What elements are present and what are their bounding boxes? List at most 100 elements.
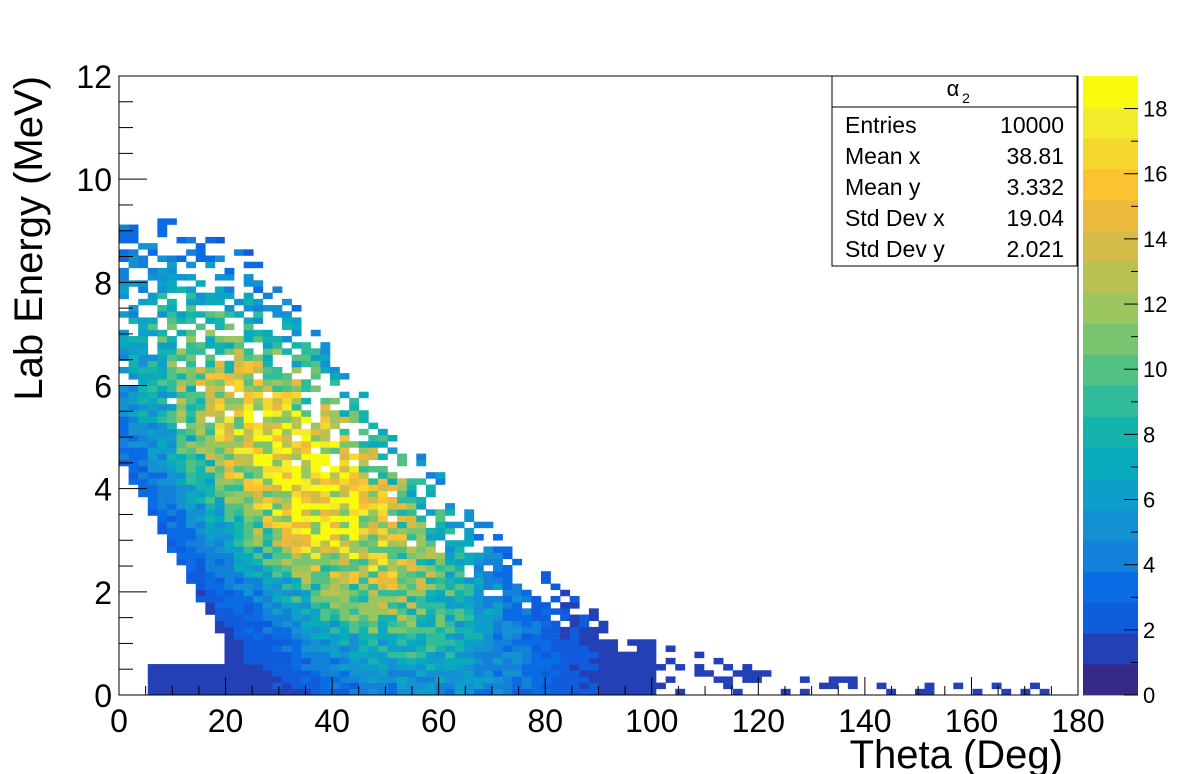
- heatmap-bin: [186, 298, 197, 306]
- heatmap-bin: [147, 465, 158, 473]
- heatmap-bin: [358, 595, 369, 603]
- heatmap-bin: [349, 416, 360, 423]
- heatmap-bin: [282, 651, 292, 659]
- heatmap-bin: [560, 614, 571, 622]
- heatmap-bin: [301, 565, 312, 572]
- heatmap-bin: [310, 385, 321, 392]
- heatmap-bin: [282, 311, 292, 318]
- heatmap-bin: [243, 682, 254, 690]
- heatmap-bin: [186, 286, 197, 293]
- heatmap-bin: [282, 435, 292, 442]
- heatmap-bin: [195, 577, 206, 584]
- heatmap-bin: [157, 230, 168, 238]
- heatmap-bin: [138, 391, 149, 399]
- heatmap-bin: [282, 298, 292, 306]
- heatmap-bin: [454, 651, 465, 659]
- heatmap-bin: [224, 565, 235, 572]
- heatmap-bin: [272, 639, 283, 646]
- heatmap-bin: [253, 602, 264, 609]
- heatmap-bin: [358, 490, 369, 498]
- heatmap-bin: [301, 552, 312, 560]
- heatmap-bin: [224, 521, 235, 529]
- heatmap-bin: [368, 478, 379, 485]
- heatmap-bin: [560, 633, 571, 640]
- heatmap-bin: [425, 509, 436, 516]
- heatmap-bin: [483, 552, 494, 560]
- heatmap-bin: [272, 602, 283, 609]
- heatmap-bin: [320, 571, 331, 578]
- heatmap-bin: [397, 565, 407, 572]
- heatmap-bin: [329, 465, 340, 473]
- heatmap-bin: [243, 441, 254, 448]
- heatmap-bin: [272, 558, 283, 566]
- heatmap-bin: [579, 682, 590, 690]
- heatmap-bin: [502, 688, 513, 696]
- heatmap-bin: [387, 472, 398, 479]
- heatmap-bin: [454, 682, 465, 690]
- heatmap-bin: [138, 342, 149, 349]
- heatmap-bin: [224, 496, 235, 504]
- heatmap-bin: [339, 373, 350, 380]
- heatmap-bin: [425, 546, 436, 553]
- heatmap-bin: [310, 527, 321, 535]
- heatmap-bin: [445, 670, 455, 677]
- heatmap-bin: [186, 682, 197, 690]
- heatmap-bin: [282, 348, 292, 355]
- heatmap-bin: [310, 633, 321, 640]
- heatmap-bin: [416, 676, 427, 683]
- heatmap-bin: [147, 459, 158, 467]
- heatmap-bin: [320, 397, 331, 405]
- heatmap-bin: [253, 404, 264, 411]
- heatmap-bin: [320, 484, 331, 492]
- heatmap-bin: [368, 614, 379, 622]
- heatmap-bin: [234, 249, 244, 256]
- heatmap-bin: [253, 317, 264, 324]
- heatmap-bin: [310, 515, 321, 522]
- heatmap-bin: [253, 391, 264, 399]
- heatmap-bin: [214, 521, 225, 529]
- heatmap-bin: [464, 540, 475, 547]
- heatmap-bin: [243, 515, 254, 522]
- heatmap-bin: [243, 565, 254, 572]
- heatmap-bin: [272, 540, 283, 547]
- heatmap-bin: [291, 428, 302, 436]
- heatmap-bin: [243, 422, 254, 430]
- heatmap-bin: [377, 521, 388, 529]
- heatmap-bin: [119, 249, 129, 256]
- heatmap-bin: [483, 546, 494, 553]
- heatmap-bin: [157, 428, 168, 436]
- heatmap-bin: [186, 571, 197, 578]
- heatmap-bin: [502, 583, 513, 591]
- heatmap-bin: [493, 614, 503, 622]
- heatmap-bin: [214, 670, 225, 677]
- heatmap-bin: [214, 515, 225, 522]
- heatmap-bin: [416, 571, 427, 578]
- heatmap-bin: [186, 688, 197, 696]
- heatmap-bin: [282, 589, 292, 597]
- heatmap-bin: [1020, 688, 1031, 696]
- heatmap-bin: [349, 614, 360, 622]
- heatmap-bin: [416, 453, 427, 461]
- heatmap-bin: [262, 521, 273, 529]
- heatmap-bin: [377, 465, 388, 473]
- heatmap-bin: [924, 682, 935, 690]
- heatmap-bin: [339, 546, 350, 553]
- heatmap-bin: [368, 595, 379, 603]
- heatmap-bin: [425, 534, 436, 541]
- heatmap-bin: [176, 435, 187, 442]
- heatmap-bin: [186, 441, 197, 448]
- heatmap-bin: [358, 534, 369, 541]
- heatmap-bin: [282, 552, 292, 560]
- colorbar-segment: [1083, 602, 1138, 634]
- heatmap-bin: [253, 441, 264, 448]
- heatmap-bin: [531, 626, 542, 634]
- heatmap-bin: [186, 311, 197, 318]
- heatmap-bin: [368, 571, 379, 578]
- heatmap-bin: [195, 496, 206, 504]
- heatmap-bin: [483, 688, 494, 696]
- heatmap-bin: [214, 558, 225, 566]
- heatmap-bin: [291, 657, 302, 665]
- heatmap-bin: [262, 385, 273, 392]
- heatmap-bin: [301, 558, 312, 566]
